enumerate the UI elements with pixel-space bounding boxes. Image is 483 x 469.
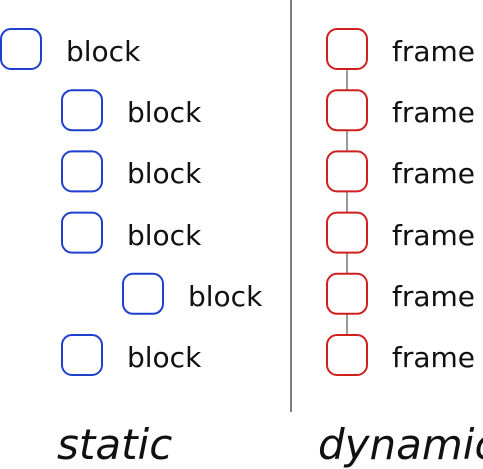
dynamic-frame-box: [326, 89, 368, 132]
static-block-label: block: [127, 341, 202, 374]
dynamic-caption: dynamic: [318, 420, 483, 469]
static-block-label: block: [127, 219, 202, 252]
static-block-label: block: [188, 280, 263, 313]
dynamic-frame-label: frame: [392, 96, 476, 129]
static-boxes: [0, 28, 164, 376]
static-caption: static: [57, 420, 173, 469]
dynamic-frame-label: frame: [392, 35, 476, 68]
dynamic-frame-box: [326, 272, 368, 315]
dynamic-frame-box: [326, 28, 368, 70]
dynamic-boxes: [326, 28, 368, 376]
static-block-box: [0, 28, 42, 70]
static-block-box: [61, 211, 103, 254]
static-block-label: block: [127, 96, 202, 129]
static-block-box: [61, 334, 103, 376]
dynamic-frame-box: [326, 150, 368, 193]
dynamic-frame-box: [326, 211, 368, 254]
static-block-box: [61, 150, 103, 193]
static-block-box: [122, 272, 164, 315]
static-block-label: block: [127, 157, 202, 190]
dynamic-frame-label: frame: [392, 219, 476, 252]
dynamic-frame-label: frame: [392, 341, 476, 374]
dynamic-frame-label: frame: [392, 157, 476, 190]
dynamic-frame-box: [326, 334, 368, 376]
dynamic-frame-label: frame: [392, 280, 476, 313]
static-block-label: block: [66, 35, 141, 68]
static-block-box: [61, 89, 103, 132]
